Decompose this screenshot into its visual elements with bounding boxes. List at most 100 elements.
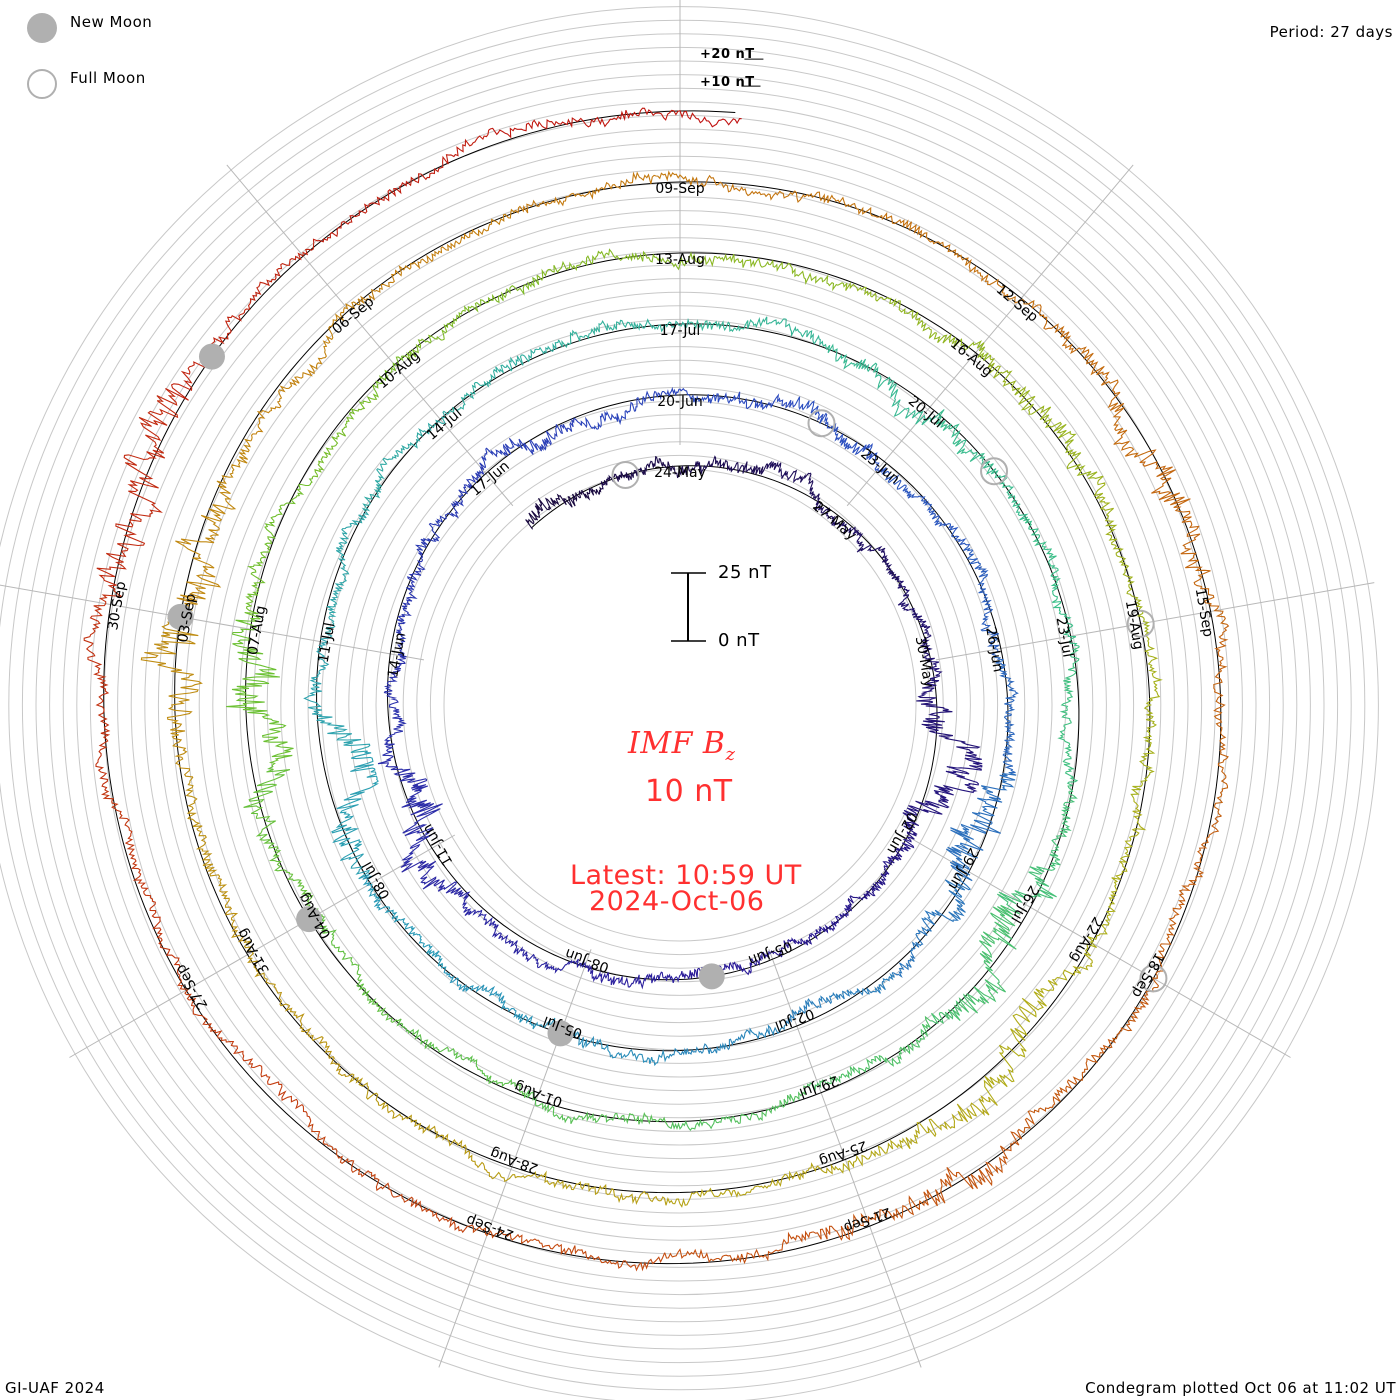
imf-bz-trace-segment — [794, 396, 887, 473]
imf-bz-trace-segment — [667, 1085, 808, 1131]
imf-bz-trace-segment — [852, 1130, 1023, 1227]
date-label: 30-Sep — [105, 580, 129, 631]
imf-bz-trace-segment — [312, 129, 490, 243]
imf-bz-trace-segment — [96, 388, 179, 590]
full-moon-marker — [980, 457, 1009, 486]
imf-bz-trace-segment — [396, 1018, 526, 1098]
imf-bz-trace-segment — [766, 460, 836, 523]
imf-bz-trace-segment — [930, 904, 1020, 1025]
date-label: 24-May — [654, 465, 706, 481]
imf-bz-trace-segment — [358, 873, 447, 970]
imf-bz-trace-segment — [916, 660, 981, 757]
imf-bz-trace-segment — [400, 859, 497, 927]
date-label: 09-Sep — [655, 181, 704, 197]
imf-bz-trace-segment — [1031, 304, 1150, 458]
new-moon-marker — [547, 1020, 574, 1047]
grid-radial-line — [69, 834, 456, 1058]
full-moon-legend-icon — [27, 69, 57, 99]
imf-bz-trace-segment — [679, 950, 771, 980]
imf-bz-trace-segment — [536, 248, 693, 282]
imf-bz-trace-segment — [307, 1120, 474, 1234]
imf-bz-trace-segment — [684, 389, 796, 411]
imf-bz-trace-segment — [250, 298, 361, 442]
date-label: 15-Sep — [1192, 587, 1216, 638]
date-label: 26-Jun — [982, 626, 1006, 674]
date-label: 20-Jun — [657, 394, 703, 410]
imf-bz-trace-segment — [525, 486, 602, 530]
imf-bz-trace-segment — [1057, 645, 1080, 787]
imf-bz-trace-segment — [896, 578, 935, 662]
imf-bz-trace-segment — [558, 317, 692, 348]
date-label: 29-Jul — [797, 1072, 841, 1101]
imf-bz-trace-segment — [845, 281, 992, 362]
imf-bz-trace-segment — [331, 750, 379, 880]
grid-circle — [334, 359, 1026, 1051]
imf-bz-trace-segment — [983, 953, 1093, 1106]
date-label: 16-Aug — [947, 336, 996, 380]
imf-bz-trace-segment — [1145, 815, 1222, 993]
legend-new-moon-label: New Moon — [70, 13, 153, 31]
imf-bz-trace-segment — [243, 765, 314, 906]
imf-bz-trace-segment — [488, 107, 697, 139]
imf-bz-trace-segment — [691, 253, 848, 292]
imf-bz-trace-segment — [831, 520, 900, 581]
imf-bz-trace-segment — [311, 355, 404, 479]
imf-bz-trace-segment — [806, 1015, 932, 1091]
new-moon-legend-icon — [27, 13, 57, 43]
imf-bz-trace-segment — [491, 923, 586, 974]
grid-radial-line — [226, 164, 514, 507]
date-label: 17-Jul — [660, 323, 701, 339]
date-label: 17-Jun — [468, 458, 513, 500]
date-label: 23-Jul — [1053, 616, 1076, 659]
new-moon-marker — [296, 906, 323, 933]
imf-bz-trace-segment — [177, 975, 312, 1122]
date-label: 21-Sep — [841, 1204, 893, 1236]
imf-bz-trace-segment — [669, 1024, 787, 1057]
imf-bz-trace-segment — [987, 354, 1104, 479]
imf-bz-trace-segment — [891, 875, 972, 979]
imf-bz-trace-segment — [325, 511, 370, 633]
grid-radial-line — [0, 584, 425, 661]
imf-bz-trace-segment — [1022, 516, 1080, 647]
date-label: 11-Jul — [316, 621, 339, 664]
date-label: 08-Jun — [563, 945, 611, 976]
imf-bz-trace-segment — [994, 656, 1019, 774]
imf-bz-trace-segment — [580, 386, 685, 430]
imf-bz-trace-segment — [847, 836, 915, 909]
credit-label: GI-UAF 2024 — [5, 1379, 105, 1397]
imf-bz-trace-segment — [679, 455, 768, 476]
imf-bz-trace-segment — [902, 754, 983, 840]
imf-bz-trace-segment — [769, 904, 853, 958]
zero-reference-spiral — [103, 110, 1222, 1265]
ring-scale-label: 10 nT — [645, 774, 733, 809]
imf-bz-trace-segment — [165, 242, 315, 401]
grid-radial-line — [935, 582, 1375, 661]
imf-bz-trace-segment — [382, 653, 407, 757]
scale-bar-top-label: 25 nT — [718, 562, 772, 583]
imf-bz-trace-segment — [1213, 623, 1230, 817]
imf-bz-trace-segment — [472, 1226, 666, 1272]
imf-bz-trace-segment — [834, 1094, 998, 1174]
imf-bz-trace-segment — [377, 755, 443, 864]
imf-bz-trace-segment — [584, 964, 681, 990]
latest-time: Latest: 10:59 UT — [570, 860, 802, 891]
imf-bz-trace-segment — [357, 208, 516, 305]
imf-bz-trace-segment — [664, 1225, 854, 1265]
imf-bz-trace-segment — [443, 969, 556, 1030]
scale-bar-bottom-label: 0 nT — [718, 630, 760, 651]
imf-bz-trace-segment — [361, 410, 450, 513]
imf-bz-trace-segment — [665, 1162, 836, 1208]
full-moon-marker — [1139, 964, 1168, 993]
imf-bz-trace-segment — [185, 776, 247, 943]
imf-bz-trace-segment — [785, 972, 895, 1025]
date-label: 30-May — [912, 635, 937, 689]
outer-scale-label-20: +20 nT — [700, 47, 755, 62]
imf-bz-trace-segment — [822, 343, 937, 426]
new-moon-marker — [167, 603, 194, 630]
imf-bz-trace-segment — [100, 789, 181, 976]
imf-bz-trace-segment — [243, 939, 353, 1078]
grid-radial-line — [438, 949, 592, 1368]
full-moon-marker — [807, 409, 836, 438]
imf-bz-trace-segment — [881, 467, 971, 547]
new-moon-marker — [198, 343, 225, 370]
